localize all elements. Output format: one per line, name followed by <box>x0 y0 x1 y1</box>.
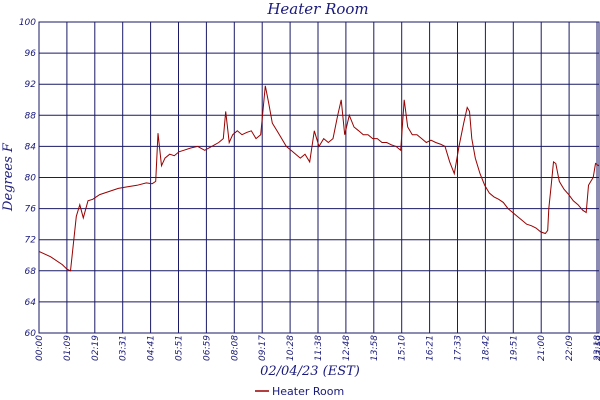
x-tick-label: 22:09 <box>565 335 575 361</box>
x-tick-label: 12:48 <box>342 335 352 361</box>
x-tick-label: 16:21 <box>426 335 436 361</box>
series-heater-room <box>38 85 600 272</box>
y-axis-title: Degrees F <box>1 142 16 212</box>
legend[interactable]: Heater Room <box>255 385 344 398</box>
x-tick-label: 06:59 <box>202 335 212 361</box>
x-tick-label: 04:41 <box>147 335 157 361</box>
y-tick-label: 96 <box>25 49 37 59</box>
y-tick-label: 76 <box>25 205 37 215</box>
x-tick-label: 01:09 <box>63 335 73 361</box>
x-tick-label: 10:28 <box>286 335 296 361</box>
x-axis-ticks: 00:00 01:09 02:19 03:31 04:41 05:51 06:59 08:08… <box>35 335 600 361</box>
x-tick-label: 03:31 <box>119 335 129 361</box>
y-tick-label: 92 <box>25 80 37 90</box>
y-tick-label: 64 <box>25 298 37 308</box>
series-line-heater-room <box>38 85 600 272</box>
x-tick-label: 11:38 <box>314 335 324 361</box>
y-tick-label: 72 <box>25 236 37 246</box>
chart-title: Heater Room <box>266 0 368 18</box>
x-tick-label: 18:42 <box>481 335 491 361</box>
x-tick-label: 13:58 <box>370 335 380 361</box>
x-tick-label: 02:19 <box>91 335 101 361</box>
x-tick-label: 00:00 <box>35 335 45 361</box>
chart-grid <box>38 21 600 334</box>
x-tick-label: 23:59 <box>595 335 600 361</box>
x-tick-label: 19:51 <box>509 335 519 361</box>
x-tick-label: 17:33 <box>454 335 464 361</box>
y-axis-ticks: 60 64 68 72 76 80 84 88 92 96 100 <box>19 18 36 339</box>
x-tick-label: 05:51 <box>175 335 185 361</box>
y-tick-label: 100 <box>19 18 36 28</box>
y-tick-label: 84 <box>25 142 37 152</box>
x-tick-label: 21:00 <box>537 335 547 361</box>
x-tick-label: 23:18 <box>593 335 600 361</box>
y-tick-label: 80 <box>25 174 37 184</box>
x-tick-label: 09:17 <box>258 335 268 361</box>
legend-label: Heater Room <box>272 385 344 398</box>
x-tick-label: 08:08 <box>230 335 240 361</box>
x-axis-title: 02/04/23 (EST) <box>260 364 360 379</box>
y-tick-label: 88 <box>25 111 37 121</box>
y-tick-label: 68 <box>25 267 37 277</box>
y-tick-label: 60 <box>25 329 37 339</box>
x-tick-label: 15:10 <box>398 335 408 361</box>
